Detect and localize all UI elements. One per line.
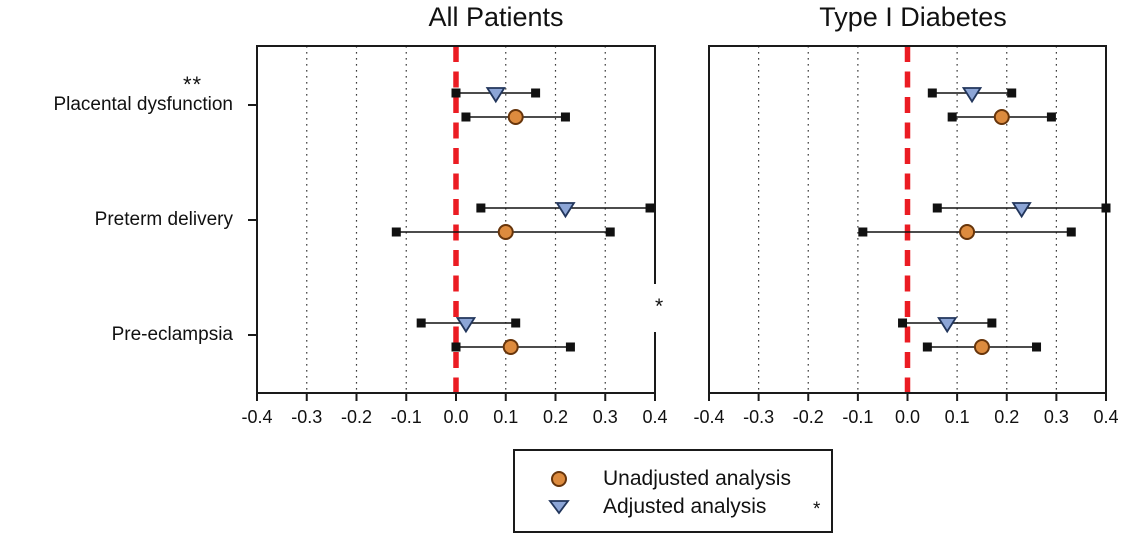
legend-asterisk: * xyxy=(813,499,821,520)
significance-asterisk-between-panels: * xyxy=(655,295,664,318)
ci-cap-high xyxy=(987,318,997,328)
unadjusted-estimate-marker xyxy=(502,339,519,355)
adjusted-estimate-marker xyxy=(937,317,958,334)
ci-cap-high xyxy=(1066,227,1076,237)
adjusted-estimate-marker xyxy=(455,317,477,334)
x-tick-label: -0.3 xyxy=(743,407,775,427)
ci-cap-low xyxy=(932,203,942,213)
ci-cap-high xyxy=(565,342,575,352)
x-tick-label: 0.4 xyxy=(1093,407,1119,427)
category-label: Preterm delivery xyxy=(94,209,233,230)
x-tick-label: 0.4 xyxy=(642,407,668,427)
adjusted-estimate-marker xyxy=(1011,202,1032,219)
ci-cap-high xyxy=(1101,203,1111,213)
x-tick-label: 0.2 xyxy=(994,407,1020,427)
unadjusted-estimate-marker xyxy=(497,224,514,240)
x-tick-label: 0.0 xyxy=(443,407,469,427)
adjusted-triangle-down-icon xyxy=(548,500,570,515)
category-label: Placental dysfunction xyxy=(53,94,233,115)
x-tick-label: -0.4 xyxy=(693,407,725,427)
adjusted-estimate-marker xyxy=(555,202,576,219)
ci-cap-high xyxy=(645,203,655,213)
ci-cap-low xyxy=(416,318,426,328)
legend-item-adjusted: Adjusted analysis xyxy=(515,494,831,520)
ci-cap-low xyxy=(451,88,461,98)
ci-cap-low xyxy=(476,203,486,213)
unadjusted-estimate-marker xyxy=(993,109,1010,125)
legend: Unadjusted analysis Adjusted analysis * xyxy=(513,449,833,533)
x-tick-label: 0.3 xyxy=(1043,407,1069,427)
ci-cap-low xyxy=(927,88,937,98)
ci-cap-high xyxy=(531,88,541,98)
unadjusted-estimate-marker xyxy=(973,339,990,355)
ci-cap-low xyxy=(391,227,401,237)
x-tick-label: -0.1 xyxy=(842,407,874,427)
significance-double-asterisk: ** xyxy=(183,72,203,97)
ci-cap-high xyxy=(1032,342,1042,352)
panel-title-type-i-diabetes: Type I Diabetes xyxy=(819,2,1007,32)
legend-item-unadjusted: Unadjusted analysis xyxy=(515,466,831,492)
adjusted-estimate-marker xyxy=(485,87,506,104)
ci-cap-high xyxy=(560,112,570,122)
x-tick-label: 0.0 xyxy=(894,407,921,427)
panel-title-all-patients: All Patients xyxy=(428,2,564,32)
x-tick-label: 0.2 xyxy=(542,407,569,427)
ci-cap-high xyxy=(1007,88,1017,98)
ci-cap-low xyxy=(461,112,471,122)
unadjusted-estimate-marker xyxy=(507,109,524,125)
ci-cap-low xyxy=(947,112,957,122)
x-tick-label: -0.2 xyxy=(792,407,824,427)
legend-label-unadjusted: Unadjusted analysis xyxy=(603,467,791,490)
ci-cap-high xyxy=(511,318,521,328)
ci-cap-low xyxy=(898,318,908,328)
x-tick-label: 0.1 xyxy=(493,407,519,427)
ci-cap-high xyxy=(605,227,615,237)
x-tick-label: 0.3 xyxy=(592,407,618,427)
x-tick-label: 0.1 xyxy=(944,407,970,427)
x-tick-label: -0.2 xyxy=(340,407,373,427)
ci-cap-low xyxy=(922,342,932,352)
adjusted-estimate-marker xyxy=(961,87,983,104)
ci-cap-high xyxy=(1046,112,1056,122)
unadjusted-circle-icon xyxy=(551,471,567,487)
x-tick-label: -0.1 xyxy=(390,407,422,427)
legend-label-adjusted: Adjusted analysis xyxy=(603,495,767,518)
category-label: Pre-eclampsia xyxy=(111,324,233,345)
unadjusted-estimate-marker xyxy=(959,224,976,240)
border-gap xyxy=(650,284,661,332)
x-tick-label: -0.4 xyxy=(241,407,273,427)
ci-cap-low xyxy=(858,227,868,237)
x-tick-label: -0.3 xyxy=(291,407,323,427)
ci-cap-low xyxy=(451,342,461,352)
